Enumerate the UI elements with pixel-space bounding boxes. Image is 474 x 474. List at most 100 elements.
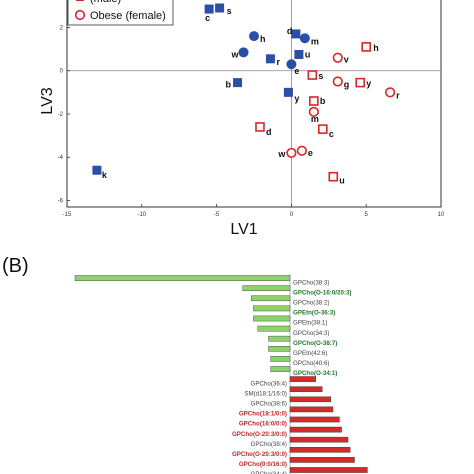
y-tick-label: 0 [60,69,64,75]
bar [289,426,342,433]
point-label: k [102,170,108,180]
legend-entry-female: Obese (female) [90,10,166,22]
bar [289,467,368,473]
point-label: h [260,34,266,44]
point-label: d [287,26,293,36]
bar [251,295,291,302]
bar [253,305,291,312]
bar-label: GPEtn(42:6) [293,350,327,357]
bar-label: GPCho(O-38:7) [293,340,337,347]
bar-label: GPCho(18:1/0:0) [239,411,287,418]
bar-label: SM(d18:1/16:0) [244,390,287,397]
x-tick-label: 10 [438,212,445,218]
male-circle-point [249,31,259,42]
x-tick-label: -10 [137,212,146,218]
male-square-point [233,78,243,88]
bar-label: GPCho(34:3) [293,330,329,337]
female-square-point [318,124,328,134]
point-label: b [226,80,232,90]
bar-label: GPCho(40:6) [293,360,329,367]
male-square-point [215,3,225,13]
bar [270,366,291,372]
bar-label: GPEtn(38:1) [293,320,327,327]
bar [289,386,323,393]
bar-label: GPCho(34:4) [251,471,287,474]
bar-label: GPCho(O-20:3/0:0) [232,431,287,438]
legend-swatch-female [74,9,86,21]
x-tick-label: -15 [63,212,72,218]
legend-entry-male: (male) [90,0,121,5]
bar-label: GPCho(38:6) [251,401,287,408]
x-tick-label: 0 [290,212,294,218]
bar-label: GPCho(38:2) [293,300,329,307]
bar [289,436,349,443]
y-tick-label: 2 [60,25,64,31]
female-square-point [255,122,265,132]
point-label: r [276,57,280,67]
bar [74,275,291,281]
bar [289,416,340,423]
point-label: e [308,148,313,158]
point-label: u [305,49,311,59]
plot-frame [66,0,442,208]
point-label: y [294,93,299,103]
bar [289,396,332,403]
female-square-point [307,70,318,80]
bar [268,335,291,342]
point-label: w [277,149,286,159]
bar-label: GPCho(O-16:0/20:3) [293,289,351,296]
bar-label: GPEtn(O-36:3) [293,310,335,317]
legend-swatch-male [76,0,84,1]
bar [289,406,334,413]
point-label: y [366,79,371,89]
point-label: d [266,127,272,137]
point-label: e [294,66,299,76]
y-tick-label: -6 [58,199,64,205]
bar [253,315,291,322]
y-tick-label: -2 [58,112,64,118]
panel-b-label: (B) [2,255,29,277]
bar [289,376,316,382]
x-tick-label: -5 [214,212,220,218]
legend-box [67,0,174,26]
point-label: m [311,114,319,124]
bar [289,447,351,453]
female-square-point [328,171,339,182]
bar-label: GPCho(O-20:3/0:0) [232,451,287,458]
point-label: c [329,129,334,139]
bar-label: GPCho(36:4) [251,380,287,387]
bar-label: GPCho(O-34:1) [293,370,337,377]
female-circle-point [385,87,396,98]
female-circle-point [332,76,343,87]
male-circle-point [299,33,310,44]
male-circle-point [286,59,297,70]
bar [270,356,291,362]
bar [257,325,291,332]
male-square-point [294,49,304,59]
point-label: r [396,90,400,100]
x-axis-label: LV1 [230,221,257,238]
bar-label: GPCho(38:4) [251,441,287,448]
male-square-point [204,4,214,14]
female-square-point [355,77,366,88]
female-circle-point [308,106,319,117]
point-label: w [231,49,240,59]
female-square-point [309,96,319,106]
point-label: u [339,176,345,186]
point-label: h [373,43,379,53]
male-square-point [291,29,301,39]
x-tick-label: 5 [365,212,369,218]
female-square-point [361,42,372,52]
female-circle-point [286,147,297,159]
male-circle-point [238,47,249,58]
point-label: c [205,13,210,23]
legend: (male) Obese (female) [67,0,174,26]
y-tick-label: -4 [58,155,64,161]
bar-label: GPCho(16:0/0:0) [239,421,287,428]
bar [242,285,291,292]
male-square-point [265,54,275,64]
y-axis-label: LV3 [39,87,56,114]
point-label: m [311,36,319,46]
male-square-point [92,165,102,175]
